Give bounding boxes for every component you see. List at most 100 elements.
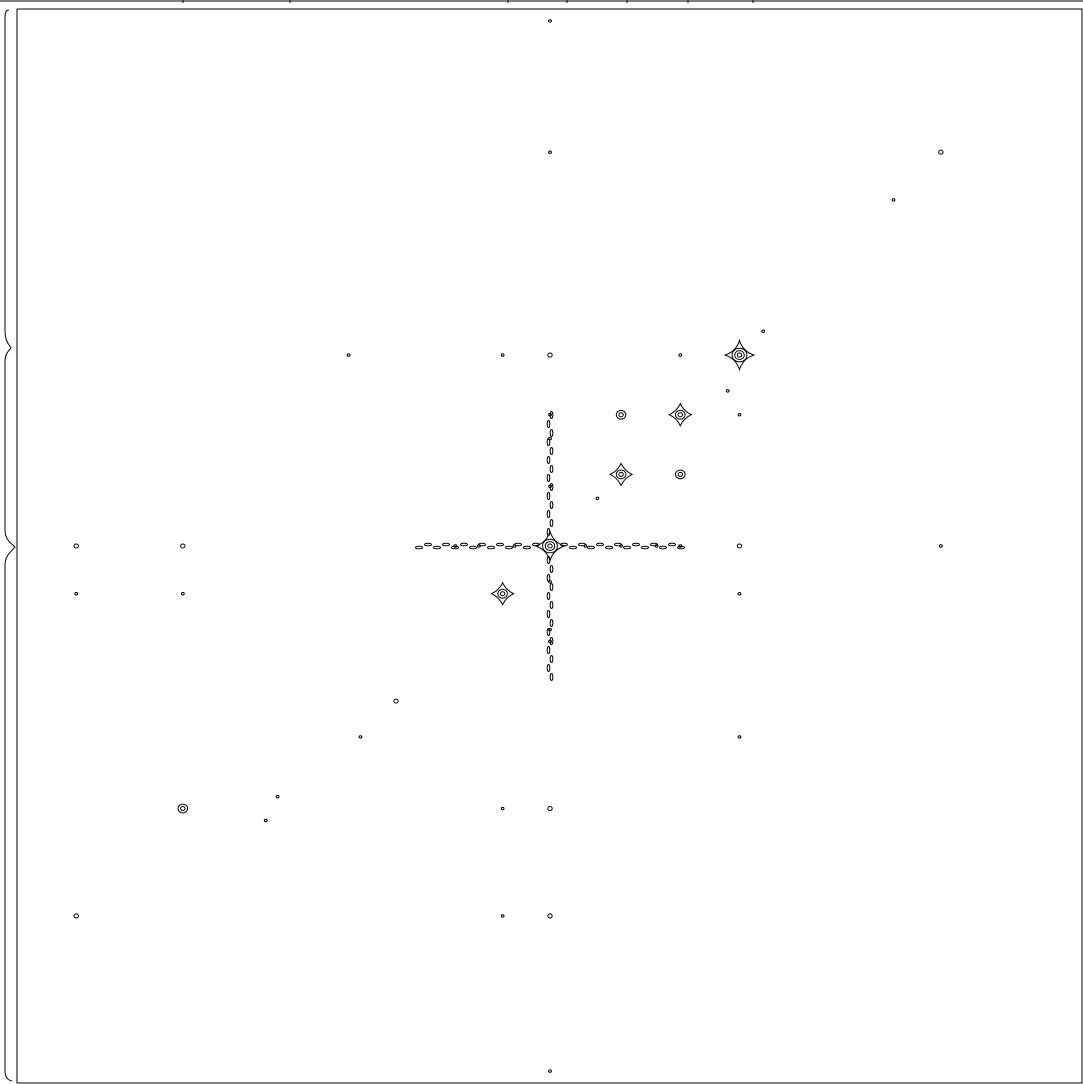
horizontal-ridge-contour bbox=[424, 542, 432, 547]
horizontal-ridge-contour bbox=[460, 542, 468, 547]
vertical-ridge-contour bbox=[546, 528, 551, 536]
vertical-ridge-contour bbox=[549, 673, 554, 681]
peak-contour-ring bbox=[938, 149, 944, 155]
vertical-ridge-contour bbox=[549, 465, 554, 473]
speck-contour bbox=[548, 627, 552, 632]
horizontal-ridge-contour bbox=[605, 545, 613, 550]
speck-contour bbox=[500, 806, 505, 811]
peak-contour-ring bbox=[73, 913, 79, 919]
horizontal-ridge-contour bbox=[415, 545, 423, 550]
peak-contour-ring bbox=[544, 541, 556, 551]
speck-contour bbox=[275, 794, 280, 799]
vertical-ridge-contour bbox=[549, 565, 554, 573]
peak-contour-ring bbox=[736, 543, 743, 549]
horizontal-ridge-contour bbox=[505, 545, 513, 550]
vertical-ridge-contour bbox=[546, 420, 551, 428]
peak-14 bbox=[547, 913, 553, 919]
peak-contour-ring bbox=[177, 803, 189, 814]
left-projection-line bbox=[4, 9, 16, 1082]
peak-10 bbox=[180, 543, 186, 549]
peak-1 bbox=[533, 529, 567, 563]
peak-contour-arms bbox=[668, 402, 693, 427]
speck-contour bbox=[548, 436, 552, 441]
horizontal-ridge-contour bbox=[677, 545, 685, 550]
horizontal-ridge-contour bbox=[632, 542, 640, 547]
peak-contour-arms bbox=[490, 581, 515, 606]
speck-contour bbox=[725, 389, 730, 393]
vertical-ridge-contour bbox=[546, 646, 551, 654]
peak-contour-ring bbox=[677, 471, 683, 477]
speck-contour bbox=[512, 544, 517, 548]
horizontal-ridge-contour bbox=[451, 545, 459, 550]
peak-contour-ring bbox=[547, 806, 553, 812]
peak-contour-ring bbox=[547, 352, 553, 358]
horizontal-ridge-contour bbox=[659, 545, 667, 550]
peak-6 bbox=[490, 581, 515, 606]
peak-contour-ring bbox=[618, 471, 624, 477]
peak-contour-ring bbox=[547, 543, 553, 549]
speck-contour bbox=[548, 413, 552, 417]
speck-contour bbox=[619, 544, 623, 548]
vertical-ridge-contour bbox=[549, 429, 554, 437]
speck-contour bbox=[500, 353, 505, 357]
peak-contour-ring bbox=[734, 350, 745, 360]
speck-contour bbox=[548, 580, 552, 584]
vertical-ridge-contour bbox=[546, 510, 551, 518]
central-ridge bbox=[415, 411, 685, 681]
vertical-ridge-contour bbox=[549, 411, 554, 419]
speck-contour bbox=[938, 544, 943, 548]
peak-contour-ring bbox=[674, 409, 686, 420]
horizontal-ridge-contour bbox=[668, 542, 676, 547]
peak-contour-ring bbox=[73, 543, 79, 549]
peak-12 bbox=[547, 352, 553, 358]
speck-contour bbox=[654, 544, 659, 548]
speck-contour bbox=[477, 544, 481, 548]
speck-contour bbox=[737, 592, 742, 596]
peak-2 bbox=[668, 402, 693, 427]
peak-17 bbox=[393, 698, 399, 704]
vertical-ridge-contour bbox=[549, 655, 554, 663]
vertical-ridge-contour bbox=[546, 474, 551, 482]
vertical-ridge-contour bbox=[549, 619, 554, 627]
peak-contour-ring bbox=[731, 347, 748, 363]
vertical-ridge-contour bbox=[546, 592, 551, 600]
vertical-ridge-contour bbox=[549, 637, 554, 645]
peak-contour-arms bbox=[533, 529, 567, 563]
speck-contour bbox=[737, 735, 742, 739]
peak-7 bbox=[723, 338, 756, 372]
horizontal-ridge-contour bbox=[496, 542, 504, 547]
peak-contour-ring bbox=[736, 352, 743, 358]
speck-contour bbox=[761, 329, 766, 333]
peak-8 bbox=[736, 543, 743, 549]
horizontal-ridge-contour bbox=[532, 542, 540, 547]
peak-5 bbox=[674, 469, 686, 480]
horizontal-ridge-contour bbox=[433, 545, 441, 550]
speck-contour bbox=[548, 1069, 552, 1073]
specks-layer bbox=[74, 19, 943, 1073]
speck-contour bbox=[180, 592, 185, 596]
peak-16 bbox=[938, 149, 944, 155]
vertical-ridge-contour bbox=[549, 501, 554, 509]
vertical-ridge-contour bbox=[546, 664, 551, 672]
vertical-ridge-contour bbox=[546, 456, 551, 464]
peak-contour-arms bbox=[608, 462, 634, 487]
horizontal-ridge-contour bbox=[442, 542, 450, 547]
speck-contour bbox=[548, 150, 552, 154]
peak-15 bbox=[73, 913, 79, 919]
horizontal-ridge-contour bbox=[487, 545, 495, 550]
peak-13 bbox=[547, 806, 553, 812]
horizontal-ridge-contour bbox=[560, 542, 568, 547]
vertical-ridge-contour bbox=[546, 610, 551, 618]
vertical-ridge-contour bbox=[549, 483, 554, 491]
horizontal-ridge-contour bbox=[469, 545, 477, 550]
speck-contour bbox=[346, 353, 351, 357]
peak-contour-ring bbox=[497, 588, 508, 599]
speck-contour bbox=[595, 496, 600, 500]
horizontal-ridge-contour bbox=[623, 545, 631, 550]
horizontal-ridge-contour bbox=[641, 545, 649, 550]
peak-contour-arms bbox=[723, 338, 756, 372]
peak-contour-ring bbox=[180, 543, 186, 549]
